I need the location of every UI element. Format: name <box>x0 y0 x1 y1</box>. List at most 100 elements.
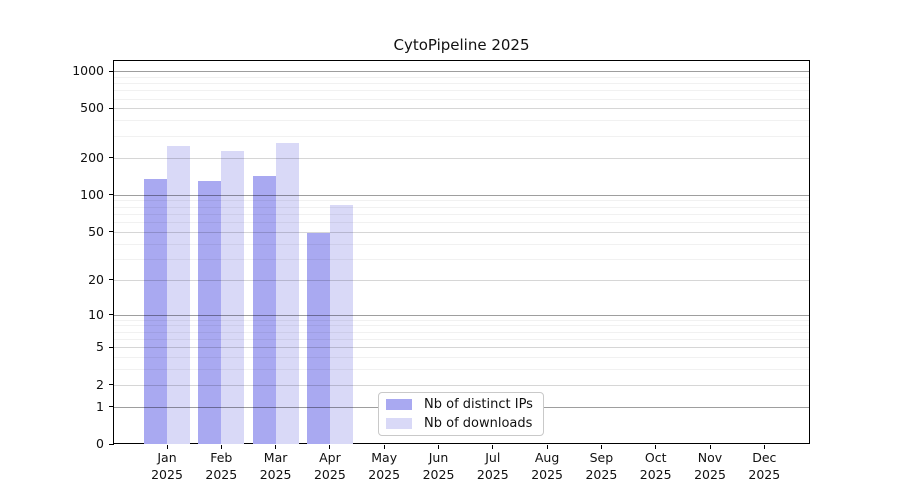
y-tick-label-20: 20 <box>88 271 104 287</box>
x-tick-year: 2025 <box>531 466 563 482</box>
x-tick-month: Dec <box>752 450 777 465</box>
y-tick-label-500: 500 <box>80 100 104 116</box>
plot-area <box>113 60 810 444</box>
chart-title: CytoPipeline 2025 <box>393 36 530 54</box>
x-tick-label-jan: Jan 2025 <box>139 450 195 483</box>
gridline-minor-80 <box>114 206 809 208</box>
x-tick-label-sep: Sep 2025 <box>573 450 629 483</box>
legend-item-distinct-ips: Nb of distinct IPs <box>386 397 543 412</box>
x-tick-label-apr: Apr 2025 <box>302 450 358 483</box>
x-tick-month: Oct <box>644 450 667 465</box>
gridline-minor-40 <box>114 243 809 245</box>
x-tick-year: 2025 <box>368 466 401 482</box>
x-tick-label-jul: Jul 2025 <box>465 450 521 483</box>
gridline-minor-400 <box>114 120 809 122</box>
x-tick-mark-jun <box>438 444 439 449</box>
x-tick-year: 2025 <box>151 466 183 482</box>
legend-swatch-distinct-ips <box>386 399 412 410</box>
gridline-minor-8 <box>114 325 809 327</box>
x-tick-label-mar: Mar 2025 <box>248 450 304 483</box>
bar-distinct-ips-jan <box>144 179 167 444</box>
x-tick-label-nov: Nov 2025 <box>682 450 738 483</box>
gridline-minor-700 <box>114 90 809 92</box>
x-tick-year: 2025 <box>585 466 618 482</box>
bar-downloads-jan <box>167 146 190 444</box>
x-tick-month: Jan <box>157 450 177 465</box>
y-tick-mark-20 <box>108 279 114 281</box>
gridline-2 <box>114 384 809 386</box>
x-tick-month: Jun <box>428 450 449 465</box>
y-tick-mark-1 <box>108 406 114 408</box>
gridline-minor-4 <box>114 357 809 359</box>
x-tick-label-may: May 2025 <box>356 450 412 483</box>
bar-distinct-ips-feb <box>198 181 222 444</box>
legend-item-downloads: Nb of downloads <box>386 416 543 431</box>
x-tick-month: Jul <box>485 450 501 465</box>
gridline-minor-7 <box>114 331 809 333</box>
x-tick-month: Apr <box>319 450 341 465</box>
bar-downloads-mar <box>275 143 299 444</box>
x-tick-label-dec: Dec 2025 <box>736 450 792 483</box>
x-tick-month: Aug <box>534 450 560 465</box>
bar-downloads-apr <box>329 204 353 444</box>
gridline-20 <box>114 279 809 281</box>
gridline-minor-6 <box>114 338 809 340</box>
y-tick-mark-0 <box>108 443 114 445</box>
x-tick-mark-jan <box>166 444 168 449</box>
x-tick-mark-aug <box>546 444 548 449</box>
legend-label-downloads: Nb of downloads <box>424 416 533 431</box>
gridline-minor-300 <box>114 135 809 137</box>
y-tick-mark-1000 <box>108 70 114 72</box>
y-tick-label-100: 100 <box>80 186 104 202</box>
gridline-minor-900 <box>114 76 809 78</box>
x-tick-mark-dec <box>763 444 765 449</box>
x-tick-month: Mar <box>263 450 288 465</box>
x-tick-mark-mar <box>275 444 277 449</box>
gridline-1000 <box>114 71 809 72</box>
x-tick-label-aug: Aug 2025 <box>519 450 575 483</box>
legend-swatch-downloads <box>386 418 412 429</box>
gridline-minor-3 <box>114 369 809 371</box>
y-tick-label-1: 1 <box>96 398 104 414</box>
x-tick-label-jun: Jun 2025 <box>411 450 467 483</box>
x-tick-year: 2025 <box>639 466 672 482</box>
y-tick-mark-200 <box>108 157 114 159</box>
y-tick-mark-50 <box>108 231 114 233</box>
x-tick-mark-may <box>383 444 385 449</box>
bar-downloads-feb <box>221 151 245 444</box>
gridline-5 <box>114 347 809 349</box>
x-tick-month: Sep <box>589 450 614 465</box>
legend: Nb of distinct IPs Nb of downloads <box>378 392 544 436</box>
x-tick-month: May <box>371 450 398 465</box>
x-tick-label-oct: Oct 2025 <box>628 450 684 483</box>
bar-distinct-ips-apr <box>306 232 330 444</box>
x-tick-year: 2025 <box>259 466 292 482</box>
y-tick-mark-100 <box>108 194 114 196</box>
gridline-200 <box>114 157 809 159</box>
x-tick-mark-sep <box>600 444 602 449</box>
y-tick-label-5: 5 <box>96 339 104 355</box>
gridline-minor-90 <box>114 200 809 202</box>
y-tick-label-10: 10 <box>88 306 104 322</box>
y-tick-mark-10 <box>108 314 114 316</box>
x-tick-year: 2025 <box>422 466 455 482</box>
y-tick-label-1000: 1000 <box>72 63 104 78</box>
x-tick-label-feb: Feb 2025 <box>193 450 249 483</box>
x-tick-mark-feb <box>220 444 222 449</box>
x-tick-mark-nov <box>709 444 711 449</box>
gridline-minor-800 <box>114 83 809 85</box>
legend-label-distinct-ips: Nb of distinct IPs <box>424 397 533 412</box>
gridline-minor-70 <box>114 213 809 215</box>
x-tick-year: 2025 <box>694 466 726 482</box>
gridline-minor-60 <box>114 222 809 224</box>
x-tick-year: 2025 <box>313 466 346 482</box>
x-tick-year: 2025 <box>748 466 781 482</box>
gridline-10 <box>114 314 809 316</box>
y-tick-mark-5 <box>108 346 114 348</box>
gridline-100 <box>114 194 809 196</box>
y-tick-mark-500 <box>108 107 114 109</box>
gridline-minor-9 <box>114 319 809 321</box>
x-tick-month: Nov <box>697 450 723 465</box>
x-tick-month: Feb <box>210 450 233 465</box>
